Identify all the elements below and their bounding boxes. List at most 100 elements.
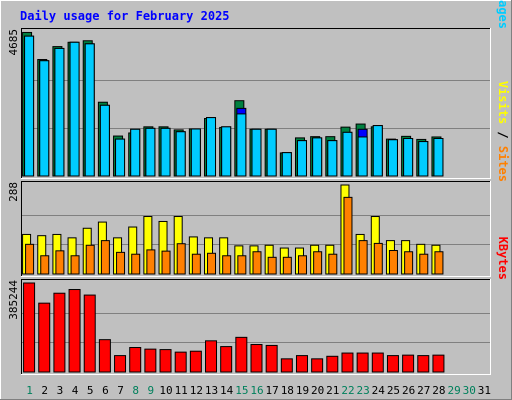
x-tick-label-day-3: 3	[57, 384, 64, 397]
bar-pages-day-9	[145, 127, 156, 177]
bar-sites-day-13	[207, 252, 217, 275]
x-tick-label-day-19: 19	[296, 384, 309, 397]
x-axis-day-labels: 1 2 3 4 5 6 7 8 9 10 11 12 13 14 15 16 17 18 19 20 21 22 23 24 2…	[26, 384, 491, 397]
chart-title: Daily usage for February 2025	[20, 9, 230, 23]
bar-kbytes-day-7	[114, 355, 127, 373]
bar-pages-day-22	[342, 131, 353, 177]
bar-sites-day-10	[161, 250, 171, 275]
bar-sites-day-12	[191, 253, 201, 275]
bar-kbytes-day-5	[83, 294, 96, 373]
bar-sites-day-18	[282, 256, 292, 275]
bar-pages-day-12	[190, 128, 201, 177]
bar-sites-day-17	[267, 256, 277, 275]
bar-pages-day-28	[433, 138, 444, 177]
bar-sites-day-26	[404, 251, 414, 275]
x-tick-label-day-9: 9	[148, 384, 155, 397]
bar-pages-day-16	[251, 128, 262, 177]
bar-sites-day-23	[358, 240, 368, 275]
bar-kbytes-day-23	[356, 352, 369, 373]
y-max-label: 4685	[7, 29, 20, 56]
x-tick-label-day-26: 26	[402, 384, 415, 397]
x-tick-label-day-30: 30	[463, 384, 476, 397]
panel-pfh: 4685 Hits / Files / Pages	[7, 0, 510, 179]
bar-kbytes-day-9	[144, 348, 157, 373]
x-tick-label-day-14: 14	[220, 384, 234, 397]
panel-sv: 288 Visits / Sites	[7, 81, 510, 277]
bar-kbytes-day-25	[386, 355, 399, 373]
y-max-label: 385244	[7, 280, 20, 320]
bar-kbytes-day-28	[432, 354, 445, 373]
x-tick-label-day-10: 10	[159, 384, 172, 397]
bar-sites-day-11	[176, 243, 186, 275]
bar-kbytes-day-8	[129, 347, 142, 373]
bar-pages-day-21	[327, 140, 338, 177]
bar-sites-day-3	[55, 250, 65, 275]
bar-sites-day-9	[146, 249, 156, 275]
x-tick-label-day-29: 29	[447, 384, 460, 397]
x-tick-label-day-12: 12	[190, 384, 203, 397]
bar-sites-day-7	[116, 251, 126, 275]
x-tick-label-day-22: 22	[341, 384, 354, 397]
bar-kbytes-day-3	[53, 292, 66, 373]
bar-sites-day-19	[297, 255, 307, 275]
x-tick-label-day-27: 27	[417, 384, 430, 397]
bar-sites-day-8	[131, 253, 141, 275]
bar-kbytes-day-17	[265, 344, 278, 373]
bar-sites-day-25	[388, 250, 398, 275]
bar-kbytes-day-11	[174, 351, 187, 373]
bar-pages-day-19	[296, 140, 307, 177]
bar-pages-day-10	[160, 127, 171, 177]
bar-kbytes-day-6	[98, 339, 111, 373]
panel-legend: Hits / Files / Pages	[496, 0, 510, 29]
x-tick-label-day-31: 31	[478, 384, 491, 397]
x-tick-label-day-20: 20	[311, 384, 324, 397]
bar-sites-day-4	[70, 255, 80, 275]
x-tick-label-day-1: 1	[26, 384, 33, 397]
bar-sites-day-2	[40, 255, 50, 275]
bar-kbytes-day-10	[159, 349, 172, 373]
x-tick-label-day-18: 18	[281, 384, 294, 397]
x-tick-label-day-13: 13	[205, 384, 218, 397]
x-tick-label-day-5: 5	[87, 384, 94, 397]
panel-kb: 385244 KBytes	[7, 237, 510, 375]
bar-pages-day-24	[372, 125, 383, 177]
bar-sites-day-27	[419, 253, 429, 275]
bar-kbytes-day-26	[402, 354, 415, 373]
x-tick-label-day-11: 11	[175, 384, 188, 397]
bar-sites-day-5	[85, 244, 95, 275]
bar-pages-day-5	[84, 43, 95, 177]
x-tick-label-day-24: 24	[372, 384, 386, 397]
bar-pages-day-1	[24, 35, 35, 177]
bar-kbytes-day-20	[311, 358, 324, 373]
bar-kbytes-day-4	[68, 289, 81, 373]
panel-legend: Visits / Sites	[496, 81, 510, 182]
bar-sites-day-16	[252, 251, 262, 275]
bar-pages-day-7	[115, 138, 126, 177]
bar-pages-day-3	[54, 47, 65, 177]
bar-sites-day-15	[237, 255, 247, 275]
bar-pages-day-26	[403, 138, 414, 177]
x-tick-label-day-8: 8	[132, 384, 139, 397]
bar-pages-day-6	[99, 104, 110, 177]
panel-legend: KBytes	[496, 237, 510, 280]
x-tick-label-day-2: 2	[41, 384, 48, 397]
bar-pages-day-14	[221, 126, 232, 177]
bar-pages-day-15	[236, 113, 247, 177]
bar-pages-day-17	[266, 128, 277, 177]
legend-entry: KBytes	[496, 237, 510, 280]
y-max-label: 288	[7, 182, 20, 202]
bar-pages-day-11	[175, 131, 186, 177]
legend-entry: Sites	[496, 146, 510, 182]
bar-sites-day-21	[328, 253, 338, 275]
bar-pages-day-20	[312, 137, 323, 177]
bar-pages-day-27	[418, 141, 429, 177]
x-tick-label-day-7: 7	[117, 384, 124, 397]
bar-sites-day-1	[25, 243, 35, 275]
x-tick-label-day-25: 25	[387, 384, 400, 397]
x-tick-label-day-6: 6	[102, 384, 109, 397]
bar-sites-day-22	[343, 196, 353, 275]
bar-sites-day-14	[222, 255, 232, 275]
x-tick-label-day-21: 21	[326, 384, 339, 397]
bar-kbytes-day-15	[235, 336, 248, 373]
